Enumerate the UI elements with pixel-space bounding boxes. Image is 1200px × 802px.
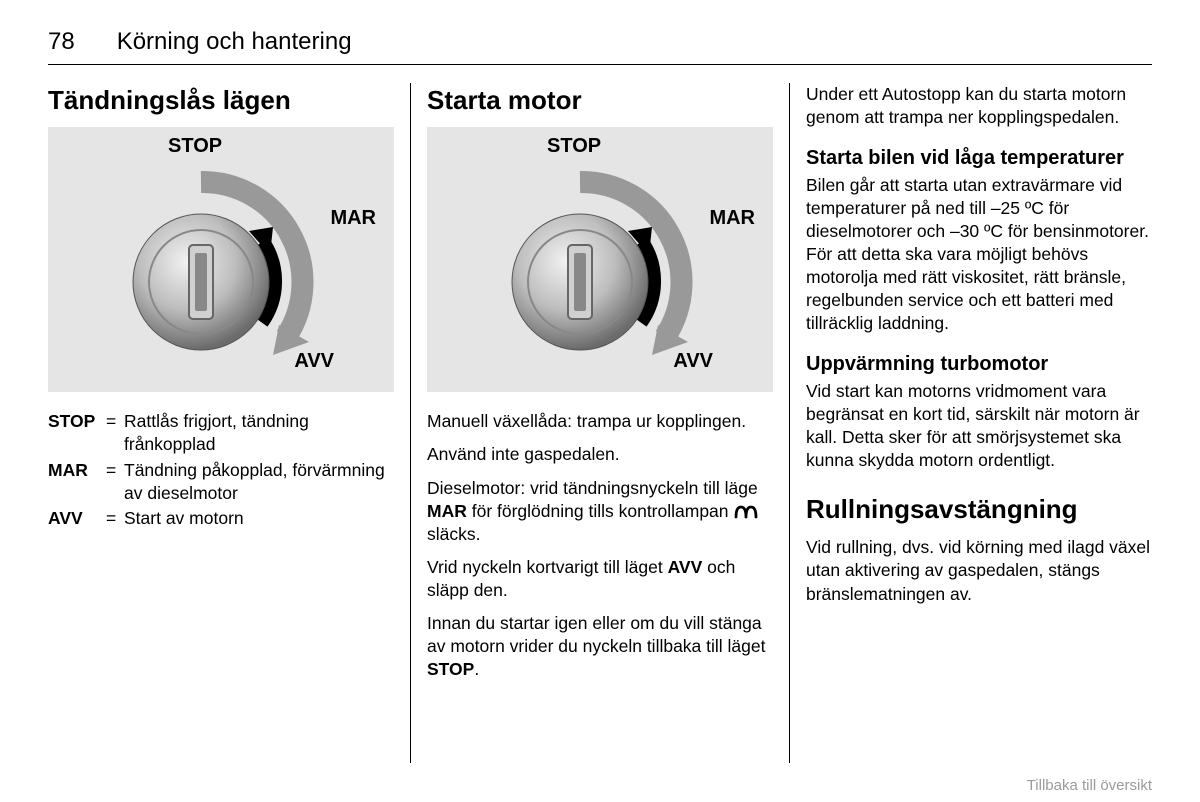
col2-p1: Manuell växellåda: trampa ur kopp­lingen… bbox=[427, 410, 773, 433]
fig2-label-stop: STOP bbox=[547, 133, 601, 159]
ignition-definitions: STOP = Rattlås frigjort, tändning frånko… bbox=[48, 410, 394, 529]
chapter-title: Körning och hantering bbox=[117, 28, 352, 56]
col2-p4b: AVV bbox=[668, 557, 703, 577]
col3-p1: Bilen går att starta utan extravärmare v… bbox=[806, 174, 1152, 336]
column-2: Starta motor STOP bbox=[410, 83, 789, 763]
page-number: 78 bbox=[48, 28, 75, 56]
glow-plug-icon bbox=[733, 503, 761, 521]
back-to-overview-link[interactable]: Tillbaka till översikt bbox=[1027, 777, 1152, 794]
col2-p4: Vrid nyckeln kortvarigt till läget AVV o… bbox=[427, 556, 773, 602]
col2-p3c: för förglödning tills kon­trollampan bbox=[467, 501, 734, 521]
col2-p4a: Vrid nyckeln kortvarigt till läget bbox=[427, 557, 668, 577]
col2-p5c: . bbox=[474, 659, 479, 679]
turbo-heading: Uppvärmning turbomotor bbox=[806, 351, 1152, 377]
start-motor-figure: STOP MAR AVV bbox=[427, 127, 773, 392]
def-avv-term: AVV bbox=[48, 507, 106, 530]
low-temp-heading: Starta bilen vid låga temperaturer bbox=[806, 145, 1152, 171]
overrun-heading: Rullningsavstängning bbox=[806, 492, 1152, 526]
fig-label-avv: AVV bbox=[294, 348, 334, 374]
def-mar-eq: = bbox=[106, 459, 124, 505]
def-avv-desc: Start av motorn bbox=[124, 507, 394, 530]
fig2-label-avv: AVV bbox=[673, 348, 713, 374]
ignition-positions-heading: Tändningslås lägen bbox=[48, 83, 394, 117]
col2-p3b: MAR bbox=[427, 501, 467, 521]
col2-p2: Använd inte gaspedalen. bbox=[427, 443, 773, 466]
col2-p5b: STOP bbox=[427, 659, 474, 679]
column-3: Under ett Autostopp kan du starta motorn… bbox=[789, 83, 1152, 763]
fig-label-stop: STOP bbox=[168, 133, 222, 159]
header-rule bbox=[48, 64, 1152, 65]
content-columns: Tändningslås lägen bbox=[48, 83, 1152, 763]
col3-p2: Vid start kan motorns vridmoment vara be… bbox=[806, 380, 1152, 472]
def-stop-eq: = bbox=[106, 410, 124, 456]
ignition-figure: STOP MAR AVV bbox=[48, 127, 394, 392]
ignition-svg bbox=[48, 127, 394, 392]
page-header: 78 Körning och hantering bbox=[48, 28, 1152, 56]
start-motor-heading: Starta motor bbox=[427, 83, 773, 117]
def-mar-desc: Tändning påkopplad, för­värmning av dies… bbox=[124, 459, 394, 505]
fig2-label-mar: MAR bbox=[709, 205, 755, 231]
col2-p3a: Dieselmotor: vrid tändningsnyckeln till … bbox=[427, 478, 758, 498]
col3-p0: Under ett Autostopp kan du starta motorn… bbox=[806, 83, 1152, 129]
def-stop-desc: Rattlås frigjort, tändning frånkopplad bbox=[124, 410, 394, 456]
column-1: Tändningslås lägen bbox=[48, 83, 410, 763]
col2-p5: Innan du startar igen eller om du vill s… bbox=[427, 612, 773, 681]
def-stop-term: STOP bbox=[48, 410, 106, 456]
col2-p3: Dieselmotor: vrid tändningsnyckeln till … bbox=[427, 477, 773, 546]
def-avv-eq: = bbox=[106, 507, 124, 530]
col2-p5a: Innan du startar igen eller om du vill s… bbox=[427, 613, 766, 656]
def-mar-term: MAR bbox=[48, 459, 106, 505]
col2-p3d: släcks. bbox=[427, 524, 480, 544]
fig-label-mar: MAR bbox=[330, 205, 376, 231]
col3-p3: Vid rullning, dvs. vid körning med ilagd… bbox=[806, 536, 1152, 605]
start-motor-svg bbox=[427, 127, 773, 392]
